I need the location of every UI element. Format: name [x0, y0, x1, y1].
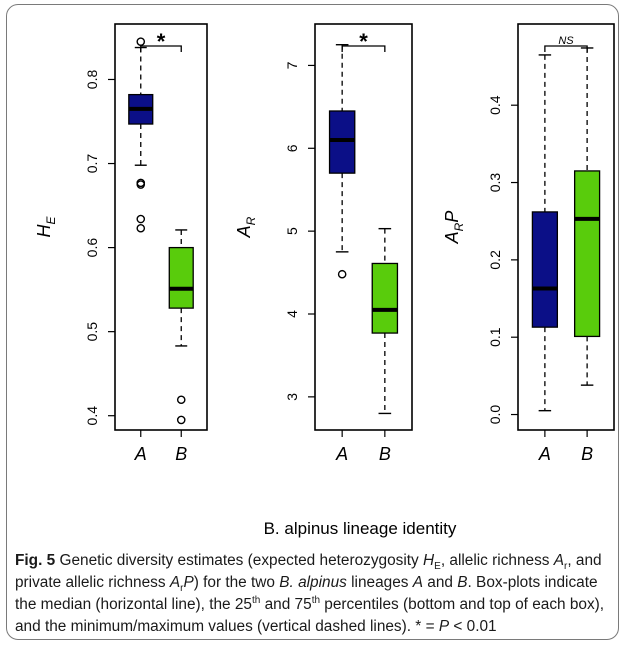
- significance-label: *: [359, 29, 368, 54]
- y-tick-label: 4: [284, 310, 300, 318]
- box-A: [531, 54, 559, 412]
- caption-arp-end: P: [183, 574, 194, 591]
- y-tick-label: 0.4: [487, 95, 503, 115]
- iqr-box: [531, 211, 559, 328]
- y-tick-label: 0.6: [84, 238, 100, 258]
- y-tick-label: 0.0: [487, 405, 503, 425]
- outlier-point: [136, 37, 146, 46]
- caption-text: and 75: [260, 596, 312, 613]
- caption-label: Fig. 5: [15, 552, 56, 569]
- significance-bracket: [341, 45, 386, 52]
- caption-species: B. alpinus: [279, 574, 347, 591]
- x-axis-title: B. alpinus lineage identity: [264, 519, 457, 538]
- y-tick-label: 0.1: [487, 327, 503, 347]
- caption-text: and: [423, 574, 458, 591]
- outlier-point: [176, 395, 186, 405]
- boxplot-panel-1: 0.4 0.5 0.6 0.7 0.8 HE A B *: [34, 23, 208, 464]
- caption-ar-sub: r: [564, 561, 568, 573]
- x-tick-label-A: A: [538, 444, 551, 464]
- y-axis-title: AR: [234, 216, 258, 238]
- box-B: [371, 227, 399, 415]
- outlier-point: [136, 223, 146, 233]
- x-tick-label-B: B: [175, 444, 187, 464]
- box-B: [573, 47, 601, 386]
- caption-sup: th: [251, 594, 261, 606]
- plot-frame: [314, 23, 413, 431]
- significance-bracket: [544, 45, 588, 52]
- caption-text: , and private allelic richness: [15, 552, 602, 591]
- y-tick-label: 0.7: [84, 154, 100, 174]
- y-tick-label: 0.8: [84, 70, 100, 90]
- outlier-point: [337, 269, 347, 279]
- significance-bracket: [140, 45, 182, 52]
- caption-ar: A: [553, 552, 564, 569]
- caption-he: H: [423, 552, 435, 569]
- caption-text: Genetic diversity estimates (expected he…: [55, 552, 424, 569]
- y-axis-title: HE: [34, 216, 58, 238]
- boxplot-panel-2: 3 4 5 6 7 AR A B *: [234, 23, 413, 464]
- iqr-box: [573, 170, 601, 338]
- y-tick-label: 6: [284, 144, 300, 152]
- significance-label: *: [157, 29, 166, 54]
- y-tick-label: 5: [284, 227, 300, 235]
- caption-lineage-b: B: [457, 574, 468, 591]
- caption-arp-sub: r: [180, 583, 184, 595]
- significance-label: NS: [558, 35, 574, 47]
- y-tick-label: 3: [284, 393, 300, 401]
- x-tick-label-B: B: [379, 444, 391, 464]
- plot-frame: [517, 23, 615, 431]
- caption-arp: A: [169, 574, 181, 591]
- boxplot-panel-3: 0.0 0.1 0.2 0.3 0.4 ARP A B NS: [442, 23, 615, 464]
- box-B: [168, 229, 194, 425]
- iqr-box: [371, 262, 399, 334]
- outlier-point: [176, 415, 186, 425]
- x-tick-label-A: A: [134, 444, 147, 464]
- box-A: [328, 44, 356, 279]
- caption-text: < 0.01: [449, 618, 497, 635]
- plot-frame: [114, 23, 208, 431]
- outlier-point: [136, 180, 146, 189]
- caption-text: . Box-plots indicate the median (horizon…: [15, 574, 598, 613]
- figure-caption: Fig. 5 Genetic diversity estimates (expe…: [15, 550, 613, 638]
- iqr-box: [328, 110, 356, 174]
- caption-text: , allelic richness: [440, 552, 554, 569]
- y-tick-label: 0.2: [487, 250, 503, 270]
- x-tick-label-A: A: [335, 444, 348, 464]
- y-tick-label: 0.3: [487, 173, 503, 193]
- iqr-box: [168, 246, 194, 309]
- y-tick-label: 0.4: [84, 406, 100, 426]
- caption-text: lineages: [346, 574, 413, 591]
- figure-card: [6, 4, 619, 640]
- box-A: [128, 37, 154, 233]
- x-tick-label-B: B: [581, 444, 593, 464]
- y-tick-label: 0.5: [84, 322, 100, 342]
- caption-sup: th: [311, 594, 321, 606]
- caption-he-sub: E: [434, 561, 441, 573]
- caption-p: P: [438, 618, 450, 635]
- caption-lineage-a: A: [412, 574, 423, 591]
- y-tick-label: 7: [284, 61, 300, 69]
- caption-text: percentiles (bottom and top of each box)…: [15, 596, 605, 635]
- y-axis-title: ARP: [442, 211, 466, 245]
- caption-text: ) for the two: [193, 574, 280, 591]
- outlier-point: [136, 214, 146, 224]
